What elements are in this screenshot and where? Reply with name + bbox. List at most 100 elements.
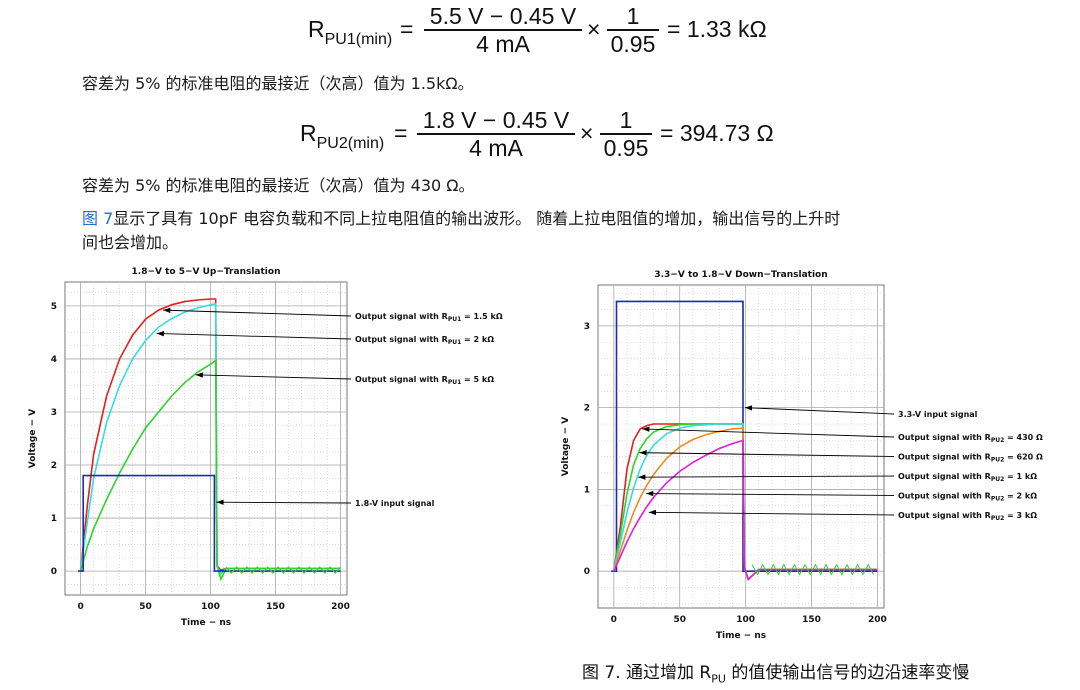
- annotation-sub: PU1: [448, 379, 461, 386]
- times-sign: ×: [587, 16, 601, 42]
- x-tick-label: 150: [266, 602, 285, 612]
- plot-area: [597, 284, 885, 609]
- fraction-main: 5.5 V − 0.45 V 4 mA: [424, 3, 582, 57]
- annotation-label: Output signal with RPU1 = 5 kΩ: [355, 375, 494, 386]
- equation-rpu2: RPU2(min) = 1.8 V − 0.45 V 4 mA × 1 0.95…: [0, 106, 1080, 162]
- x-tick-label: 200: [331, 602, 350, 612]
- fraction-main: 1.8 V − 0.45 V 4 mA: [417, 107, 575, 161]
- annotation-sub: PU2: [991, 476, 1004, 483]
- x-tick-label: 50: [139, 602, 152, 612]
- y-tick-label: 2: [51, 461, 57, 471]
- annotation-sub: PU2: [991, 457, 1004, 464]
- paragraph-line-2: 间也会增加。: [82, 233, 179, 252]
- equation-result: = 1.33 kΩ: [667, 16, 767, 42]
- annotation-sub: PU2: [991, 437, 1004, 444]
- fraction-factor: 1 0.95: [600, 107, 652, 161]
- factor-denominator: 0.95: [603, 135, 649, 161]
- x-axis-label: Time − ns: [181, 618, 231, 628]
- x-tick-label: 50: [673, 615, 686, 625]
- equation-lhs-main: R: [300, 120, 317, 146]
- y-tick-label: 0: [51, 567, 57, 577]
- equation-lhs: RPU1(min): [308, 16, 392, 49]
- factor-numerator: 1: [600, 107, 652, 135]
- x-tick-label: 0: [77, 602, 83, 612]
- chart-title: 1.8−V to 5−V Up−Translation: [132, 267, 281, 277]
- caption-sub: PU: [711, 672, 726, 686]
- caption-prefix: 图 7. 通过增加 R: [582, 663, 712, 683]
- annotation-tail: = 430 Ω: [1004, 433, 1043, 442]
- series-line-3: [78, 474, 341, 572]
- times-sign: ×: [580, 120, 594, 146]
- annotation-tail: = 2 kΩ: [1004, 492, 1037, 501]
- annotation-label: 1.8-V input signal: [355, 499, 435, 508]
- y-tick-label: 3: [51, 408, 57, 418]
- chart-title: 3.3−V to 1.8−V Down−Translation: [654, 270, 827, 280]
- equation-rpu1: RPU1(min) = 5.5 V − 0.45 V 4 mA × 1 0.95…: [0, 0, 1080, 60]
- x-tick-label: 100: [736, 615, 755, 625]
- annotation-text: Output signal with R: [355, 312, 448, 321]
- x-tick-label: 150: [802, 615, 821, 625]
- annotation-arrow: [648, 509, 895, 516]
- y-tick-label: 5: [51, 302, 57, 312]
- annotation-text: Output signal with R: [355, 375, 448, 384]
- annotation-tail: = 1 kΩ: [1004, 472, 1037, 481]
- annotation-label: Output signal with RPU2 = 620 Ω: [898, 453, 1043, 464]
- annotation-arrow: [639, 450, 895, 457]
- y-tick-label: 0: [584, 567, 590, 577]
- annotation-label: Output signal with RPU2 = 430 Ω: [898, 433, 1043, 444]
- annotation-arrow: [195, 372, 352, 380]
- fraction-numerator: 5.5 V − 0.45 V: [424, 3, 582, 31]
- annotation-text: Output signal with R: [898, 492, 991, 501]
- fraction-factor: 1 0.95: [607, 3, 659, 57]
- x-tick-label: 0: [611, 615, 617, 625]
- chart-up-translation-svg: 1.8−V to 5−V Up−Translation 0 50 100 150 200 0…: [28, 267, 503, 628]
- caption-suffix: 的值使输出信号的边沿速率变慢: [725, 663, 970, 683]
- annotation-text: 1.8-V input signal: [355, 499, 435, 508]
- fraction-numerator: 1.8 V − 0.45 V: [417, 107, 575, 135]
- y-tick-label: 3: [584, 322, 590, 332]
- annotation-arrow: [216, 499, 352, 505]
- annotation-tail: = 3 kΩ: [1004, 511, 1037, 520]
- paragraph-line-1: 显示了具有 10pF 电容负载和不同上拉电阻值的输出波形。 随着上拉电阻值的增加…: [113, 209, 841, 228]
- x-axis-label: Time − ns: [716, 631, 766, 641]
- figure-link[interactable]: 图 7: [82, 209, 114, 228]
- annotation-arrow: [163, 307, 352, 317]
- factor-denominator: 0.95: [610, 31, 656, 57]
- annotation-arrow: [744, 405, 895, 415]
- factor-numerator: 1: [607, 3, 659, 31]
- annotation-tail: = 1.5 kΩ: [461, 312, 503, 321]
- annotation-sub: PU2: [991, 496, 1004, 503]
- equation-lhs: RPU2(min): [300, 120, 384, 153]
- annotation-text: Output signal with R: [898, 453, 991, 462]
- annotation-label: Output signal with RPU2 = 2 kΩ: [898, 492, 1037, 503]
- fraction-denominator: 4 mA: [469, 135, 523, 161]
- x-tick-label: 100: [201, 602, 220, 612]
- y-axis-label: Voltage − V: [561, 417, 571, 476]
- annotation-tail: = 2 kΩ: [461, 335, 494, 344]
- annotation-text: Output signal with R: [898, 511, 991, 520]
- equation-result: = 394.73 Ω: [660, 120, 774, 146]
- paragraph-tolerance-2: 容差为 5% 的标准电阻的最接近（次高）值为 430 Ω。: [82, 176, 475, 195]
- y-tick-label: 1: [584, 485, 590, 495]
- fraction-denominator: 4 mA: [476, 31, 530, 57]
- annotation-tail: = 5 kΩ: [461, 375, 494, 384]
- annotation-arrow: [642, 426, 895, 438]
- chart-down-translation: 3.3−V to 1.8−V Down−Translation 0 50 100 150…: [558, 262, 1076, 647]
- y-tick-label: 2: [584, 404, 590, 414]
- ringing-trace: [751, 563, 874, 576]
- series-line-5: [613, 439, 878, 581]
- annotation-text: Output signal with R: [898, 433, 991, 442]
- annotation-arrow: [156, 330, 352, 340]
- annotation-sub: PU1: [448, 316, 461, 323]
- equation-lhs-main: R: [308, 16, 325, 42]
- y-axis-label: Voltage − V: [28, 409, 38, 468]
- annotation-text: Output signal with R: [355, 335, 448, 344]
- annotation-arrow: [638, 474, 895, 480]
- paragraph-figure-intro: 图 7显示了具有 10pF 电容负载和不同上拉电阻值的输出波形。 随着上拉电阻值…: [82, 207, 840, 255]
- figure-caption: 图 7. 通过增加 RPU 的值使输出信号的边沿速率变慢: [582, 658, 969, 685]
- annotation-sub: PU2: [991, 515, 1004, 522]
- equation-lhs-sub: PU1(min): [324, 31, 393, 48]
- equation-lhs-sub: PU2(min): [316, 135, 385, 152]
- annotation-label: Output signal with RPU1 = 1.5 kΩ: [355, 312, 503, 323]
- chart-down-translation-svg: 3.3−V to 1.8−V Down−Translation 0 50 100 150…: [561, 270, 1043, 641]
